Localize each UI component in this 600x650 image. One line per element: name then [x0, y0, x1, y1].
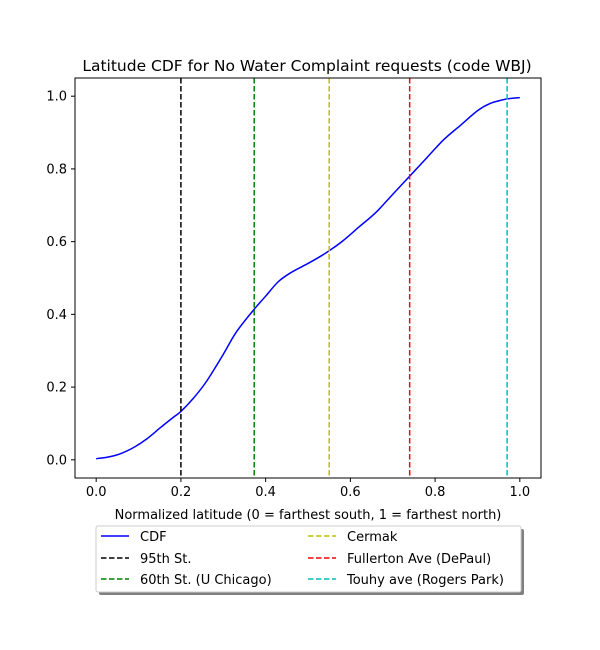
legend-box — [95, 525, 522, 593]
legend-label: Touhy ave (Rogers Park) — [346, 573, 504, 588]
y-tick-label: 0.4 — [46, 308, 67, 323]
y-tick-label: 0.8 — [46, 162, 67, 177]
y-tick-label: 0.0 — [46, 453, 67, 468]
legend-label: CDF — [140, 530, 167, 545]
legend-label: 60th St. (U Chicago) — [140, 573, 272, 588]
x-tick-label: 1.0 — [509, 485, 530, 500]
plot-frame — [74, 77, 542, 479]
x-tick-label: 0.2 — [171, 485, 192, 500]
y-tick-label: 0.2 — [46, 381, 67, 396]
y-tick-label: 1.0 — [46, 90, 67, 105]
legend-label: 95th St. — [140, 552, 192, 567]
x-tick-label: 0.0 — [86, 485, 107, 500]
x-axis-label: Normalized latitude (0 = farthest south,… — [115, 508, 502, 523]
x-tick-label: 0.6 — [340, 485, 361, 500]
axis-ticks: 0.0 0.2 0.4 0.6 0.8 1.0 0.0 0.2 0.4 0.6 0.8 1.0 — [46, 90, 530, 500]
plot-area — [96, 78, 520, 478]
chart-title: Latitude CDF for No Water Complaint requ… — [82, 57, 531, 75]
x-tick-label: 0.4 — [255, 485, 276, 500]
legend-label: Cermak — [347, 530, 398, 545]
y-tick-label: 0.6 — [46, 235, 67, 250]
cdf-line — [96, 96, 520, 460]
x-tick-label: 0.8 — [425, 485, 446, 500]
legend: CDF 95th St. 60th St. (U Chicago) Cermak Ful… — [95, 525, 524, 595]
legend-label: Fullerton Ave (DePaul) — [347, 552, 491, 567]
